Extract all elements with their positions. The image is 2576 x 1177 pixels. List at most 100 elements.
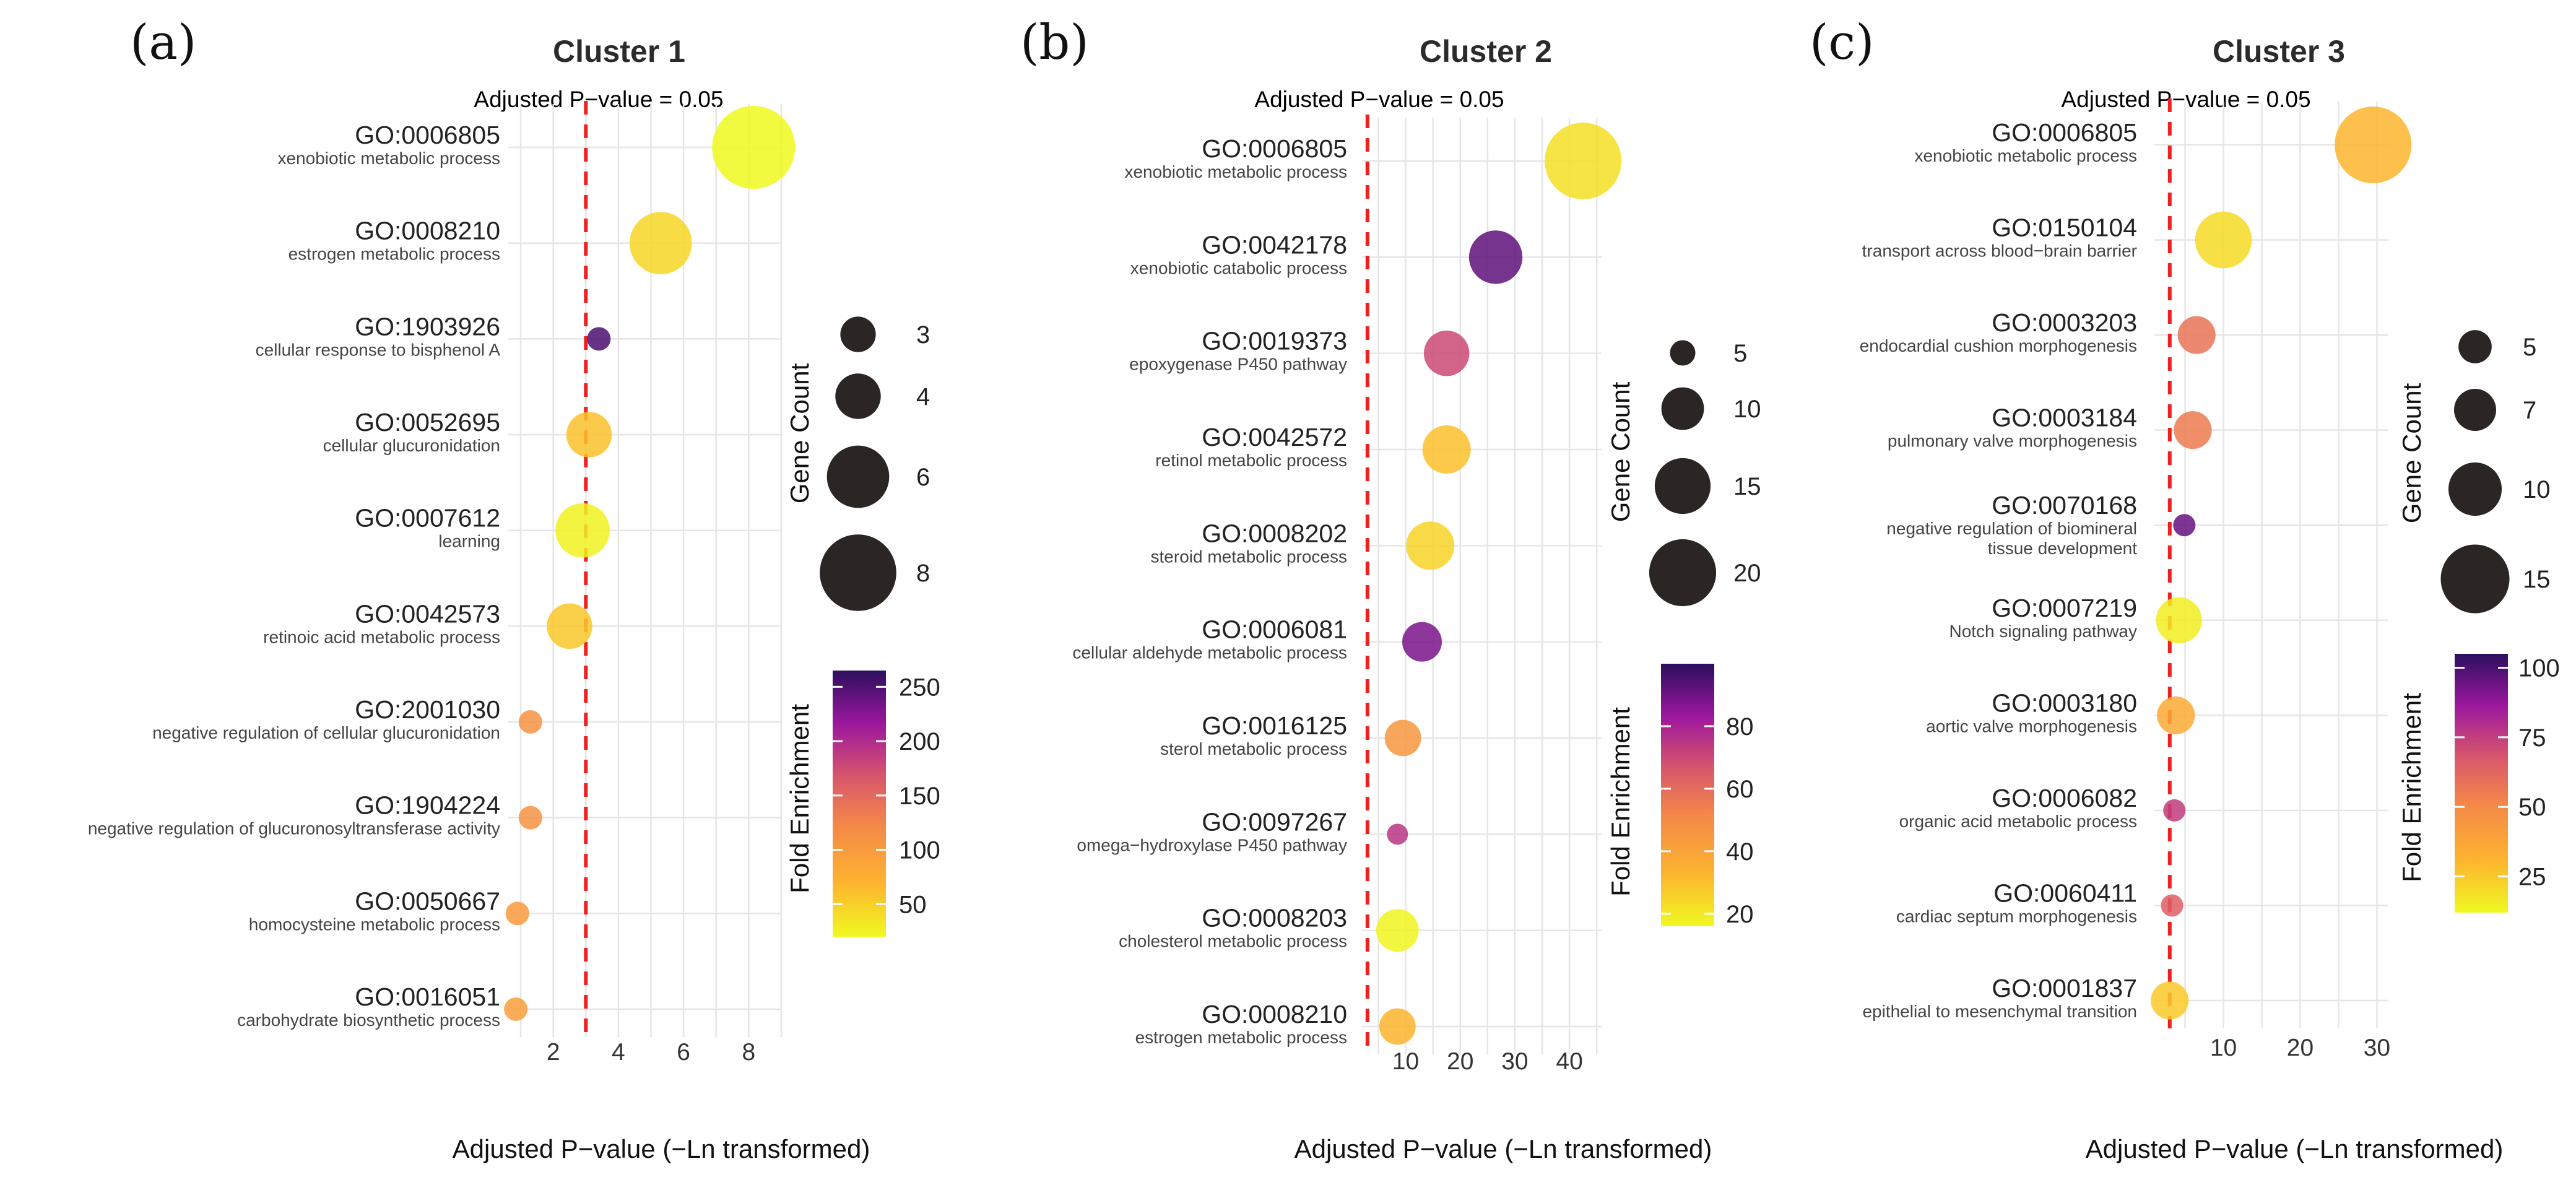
data-point bbox=[2163, 799, 2186, 822]
term-id: GO:0008210 bbox=[355, 217, 500, 245]
panel-label: (b) bbox=[1020, 15, 1089, 71]
data-point bbox=[1376, 909, 1419, 952]
chart-title: Cluster 2 bbox=[1420, 34, 1552, 69]
term-description: transport across blood−brain barrier bbox=[1862, 241, 2137, 261]
size-legend-label: 4 bbox=[916, 383, 930, 410]
data-point bbox=[1379, 1008, 1416, 1045]
term-description: cellular glucuronidation bbox=[323, 436, 500, 455]
term-id: GO:0006805 bbox=[355, 121, 500, 149]
colorbar-tick-label: 75 bbox=[2518, 724, 2546, 752]
term-id: GO:0003203 bbox=[1992, 308, 2137, 337]
data-point bbox=[566, 412, 612, 458]
term-description: retinoic acid metabolic process bbox=[263, 627, 500, 646]
size-legend-circle bbox=[835, 373, 881, 419]
term-description: pulmonary valve morphogenesis bbox=[1888, 432, 2137, 451]
term-description: steroid metabolic process bbox=[1151, 547, 1347, 566]
term-description: cardiac septum morphogenesis bbox=[1896, 906, 2137, 926]
term-description: xenobiotic metabolic process bbox=[277, 149, 500, 168]
panel-label: (a) bbox=[130, 15, 196, 71]
panel-b: (b) Cluster 2 Adjusted P−value = 0.05 10… bbox=[1020, 15, 1761, 1163]
x-tick-label: 40 bbox=[1556, 1048, 1582, 1075]
panel-label: (c) bbox=[1810, 15, 1875, 71]
x-tick-label: 6 bbox=[677, 1039, 690, 1066]
fold-enrichment-legend: Fold Enrichment 50 100 150 200 250 bbox=[785, 671, 940, 937]
threshold-label: Adjusted P−value = 0.05 bbox=[2061, 87, 2310, 112]
term-id: GO:1903926 bbox=[355, 312, 500, 341]
term-id: GO:0008202 bbox=[1202, 519, 1347, 547]
data-point bbox=[1384, 719, 1421, 757]
colorbar-tick-label: 50 bbox=[2518, 794, 2546, 821]
term-id: GO:0007219 bbox=[1992, 594, 2137, 622]
term-id: GO:0016051 bbox=[355, 983, 500, 1011]
data-point bbox=[518, 806, 542, 830]
size-legend-circle bbox=[1649, 539, 1717, 607]
term-id: GO:0008203 bbox=[1202, 904, 1347, 932]
colorbar-ticks: 50 100 150 200 250 bbox=[833, 674, 940, 918]
data-point bbox=[2161, 894, 2184, 917]
term-id: GO:0003180 bbox=[1992, 688, 2137, 717]
term-description: estrogen metabolic process bbox=[288, 245, 500, 264]
term-description: epithelial to mesenchymal transition bbox=[1862, 1002, 2137, 1021]
colorbar bbox=[1661, 664, 1714, 926]
data-point bbox=[2173, 514, 2196, 537]
size-legend-items: 5 10 15 20 bbox=[1649, 340, 1761, 607]
size-legend-label: 10 bbox=[2523, 476, 2551, 503]
size-legend-label: 10 bbox=[1733, 396, 1761, 423]
data-point bbox=[1468, 230, 1523, 284]
gene-count-legend: Gene Count 5 7 10 15 bbox=[2397, 330, 2551, 614]
term-description: homocysteine metabolic process bbox=[249, 914, 500, 934]
size-legend-items: 3 4 6 8 bbox=[820, 316, 930, 611]
term-id: GO:0003184 bbox=[1992, 404, 2137, 432]
data-point bbox=[547, 603, 592, 649]
size-legend-items: 5 7 10 15 bbox=[2440, 330, 2551, 614]
size-legend-label: 7 bbox=[2523, 397, 2536, 424]
x-axis-label: Adjusted P−value (−Ln transformed) bbox=[1295, 1134, 1712, 1163]
term-id: GO:0150104 bbox=[1992, 214, 2137, 242]
colorbar-tick-label: 80 bbox=[1726, 713, 1754, 741]
colorbar-tick-label: 20 bbox=[1726, 901, 1754, 928]
data-point bbox=[2157, 696, 2195, 734]
size-legend-label: 8 bbox=[916, 560, 930, 587]
term-description: endocardial cushion morphogenesis bbox=[1860, 336, 2137, 355]
size-legend-circle bbox=[1654, 458, 1711, 515]
size-legend-circle bbox=[826, 445, 890, 508]
gene-count-legend-title: Gene Count bbox=[2397, 383, 2426, 523]
data-point bbox=[518, 710, 542, 734]
term-description: epoxygenase P450 pathway bbox=[1129, 355, 1347, 374]
colorbar-tick-label: 25 bbox=[2518, 864, 2546, 891]
term-description: negative regulation of glucuronosyltrans… bbox=[88, 819, 500, 838]
x-tick-label: 20 bbox=[1447, 1048, 1473, 1075]
data-point bbox=[2174, 411, 2212, 450]
colorbar-ticks: 25 50 75 100 bbox=[2455, 654, 2560, 891]
panel-a: (a) Cluster 1 Adjusted P−value = 0.05 2 4… bbox=[88, 15, 940, 1163]
colorbar-tick-label: 100 bbox=[899, 837, 940, 864]
data-point bbox=[1545, 123, 1622, 199]
size-legend-circle bbox=[1670, 340, 1696, 366]
gene-count-legend: Gene Count 5 10 15 20 bbox=[1606, 340, 1761, 607]
term-description: aortic valve morphogenesis bbox=[1926, 716, 2137, 736]
data-point bbox=[712, 106, 796, 189]
term-id: GO:0060411 bbox=[1993, 879, 2137, 907]
size-legend-label: 20 bbox=[1733, 560, 1761, 587]
colorbar-tick-label: 200 bbox=[899, 728, 940, 755]
term-id: GO:0070168 bbox=[1992, 491, 2137, 519]
data-point bbox=[555, 503, 610, 558]
term-id: GO:0007612 bbox=[355, 504, 500, 532]
term-description: carbohydrate biosynthetic process bbox=[237, 1010, 500, 1030]
term-id: GO:0050667 bbox=[355, 887, 500, 915]
term-description: xenobiotic catabolic process bbox=[1130, 258, 1347, 277]
term-description: cholesterol metabolic process bbox=[1119, 932, 1347, 951]
term-description: negative regulation of cellular glucuron… bbox=[152, 723, 500, 742]
x-tick-label: 2 bbox=[547, 1039, 560, 1066]
term-id: GO:0042178 bbox=[1202, 230, 1347, 259]
colorbar bbox=[833, 671, 886, 937]
term-description: sterol metabolic process bbox=[1160, 739, 1347, 758]
colorbar-tick-label: 40 bbox=[1726, 838, 1754, 866]
term-id: GO:0042573 bbox=[355, 599, 500, 628]
term-description: cellular response to bisphenol A bbox=[256, 340, 501, 359]
term-description: xenobiotic metabolic process bbox=[1124, 162, 1347, 181]
data-point bbox=[1406, 521, 1455, 570]
colorbar-tick-label: 60 bbox=[1726, 776, 1754, 803]
